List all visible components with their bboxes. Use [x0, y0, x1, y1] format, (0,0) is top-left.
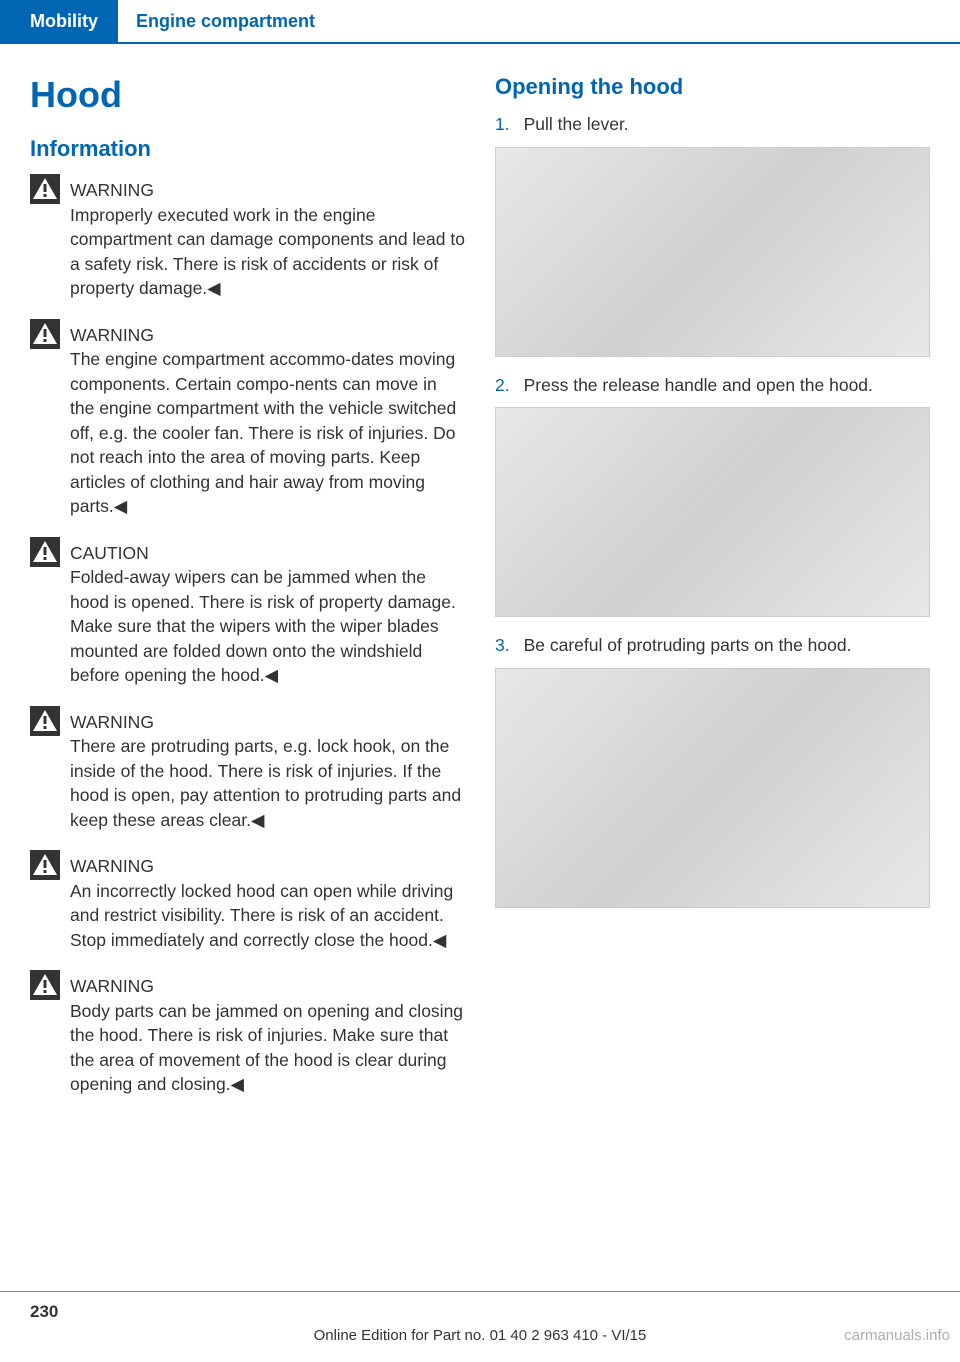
- header-tab-engine-compartment: Engine compartment: [118, 0, 333, 42]
- warning-label: WARNING: [70, 854, 465, 879]
- step-list: 2. Press the release handle and open the…: [495, 373, 930, 398]
- warning-text: The engine compartment accommo‐dates mov…: [70, 349, 456, 516]
- header-tab-mobility: Mobility: [0, 0, 118, 42]
- right-column: Opening the hood 1. Pull the lever. 2. P…: [495, 74, 930, 1115]
- warning-text: Body parts can be jammed on opening and …: [70, 1001, 463, 1095]
- warning-block-3: WARNING There are protruding parts, e.g.…: [30, 706, 465, 833]
- watermark: carmanuals.info: [844, 1327, 950, 1344]
- step-item-2: 2. Press the release handle and open the…: [495, 373, 930, 398]
- left-column: Hood Information WARNING Improperly exec…: [30, 74, 465, 1115]
- illustration-pull-lever: [495, 147, 930, 357]
- caution-label: CAUTION: [70, 541, 465, 566]
- step-number: 3.: [495, 633, 510, 658]
- warning-icon: [30, 537, 60, 567]
- page-number: 230: [30, 1302, 58, 1322]
- warning-icon: [30, 319, 60, 349]
- step-number: 2.: [495, 373, 510, 398]
- illustration-release-handle: [495, 407, 930, 617]
- warning-block-1: WARNING Improperly executed work in the …: [30, 174, 465, 301]
- warning-text: Improperly executed work in the engine c…: [70, 205, 465, 299]
- caution-block-1: CAUTION Folded-away wipers can be jammed…: [30, 537, 465, 688]
- warning-icon: [30, 174, 60, 204]
- page-content: Hood Information WARNING Improperly exec…: [0, 74, 960, 1115]
- warning-text: An incorrectly locked hood can open whil…: [70, 881, 453, 950]
- warning-text: There are protruding parts, e.g. lock ho…: [70, 736, 461, 830]
- step-number: 1.: [495, 112, 510, 137]
- warning-block-4: WARNING An incorrectly locked hood can o…: [30, 850, 465, 952]
- information-heading: Information: [30, 136, 465, 162]
- step-text: Press the release handle and open the ho…: [524, 373, 930, 398]
- step-item-1: 1. Pull the lever.: [495, 112, 930, 137]
- footer-text: Online Edition for Part no. 01 40 2 963 …: [0, 1327, 960, 1344]
- step-item-3: 3. Be careful of protruding parts on the…: [495, 633, 930, 658]
- opening-heading: Opening the hood: [495, 74, 930, 100]
- step-list: 3. Be careful of protruding parts on the…: [495, 633, 930, 658]
- illustration-protruding-parts: [495, 668, 930, 908]
- warning-label: WARNING: [70, 178, 465, 203]
- caution-text: Folded-away wipers can be jammed when th…: [70, 567, 456, 685]
- step-list: 1. Pull the lever.: [495, 112, 930, 137]
- footer-line: [0, 1291, 960, 1292]
- warning-icon: [30, 970, 60, 1000]
- warning-label: WARNING: [70, 974, 465, 999]
- warning-icon: [30, 706, 60, 736]
- header-line: Mobility Engine compartment: [0, 0, 960, 44]
- step-text: Be careful of protruding parts on the ho…: [524, 633, 930, 658]
- warning-block-2: WARNING The engine compartment accommo‐d…: [30, 319, 465, 519]
- warning-icon: [30, 850, 60, 880]
- warning-label: WARNING: [70, 323, 465, 348]
- header-bar: Mobility Engine compartment: [0, 0, 960, 42]
- warning-block-5: WARNING Body parts can be jammed on open…: [30, 970, 465, 1097]
- warning-label: WARNING: [70, 710, 465, 735]
- section-title: Hood: [30, 74, 465, 116]
- step-text: Pull the lever.: [524, 112, 930, 137]
